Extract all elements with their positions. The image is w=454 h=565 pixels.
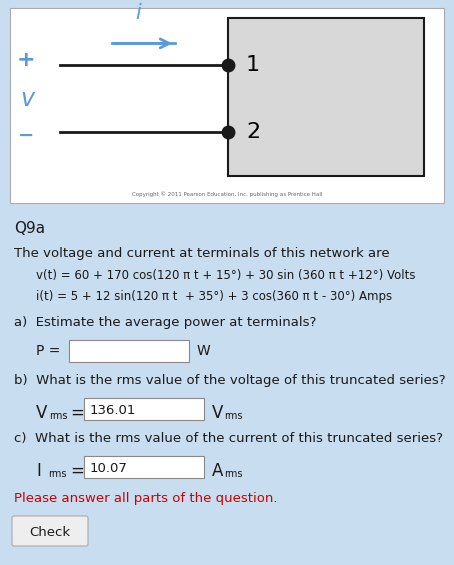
Text: Check: Check xyxy=(30,525,70,538)
Text: =: = xyxy=(70,462,84,480)
Text: i(t) = 5 + 12 sin(120 π t  + 35°) + 3 cos(360 π t - 30°) Amps: i(t) = 5 + 12 sin(120 π t + 35°) + 3 cos… xyxy=(36,290,392,303)
Text: 1: 1 xyxy=(246,55,260,75)
Text: V: V xyxy=(212,404,223,422)
Text: 2: 2 xyxy=(246,122,260,142)
FancyBboxPatch shape xyxy=(84,456,204,478)
FancyBboxPatch shape xyxy=(84,398,204,420)
Text: v(t) = 60 + 170 cos(120 π t + 15°) + 30 sin (360 π t +12°) Volts: v(t) = 60 + 170 cos(120 π t + 15°) + 30 … xyxy=(36,269,415,282)
Text: The voltage and current at terminals of this network are: The voltage and current at terminals of … xyxy=(14,247,390,260)
Text: b)  What is the rms value of the voltage of this truncated series?: b) What is the rms value of the voltage … xyxy=(14,374,446,387)
Text: a)  Estimate the average power at terminals?: a) Estimate the average power at termina… xyxy=(14,316,316,329)
Text: c)  What is the rms value of the current of this truncated series?: c) What is the rms value of the current … xyxy=(14,432,443,445)
Text: rms: rms xyxy=(49,411,68,421)
Text: Q9a: Q9a xyxy=(14,221,45,236)
Text: V: V xyxy=(36,404,47,422)
Text: =: = xyxy=(70,404,84,422)
Text: 136.01: 136.01 xyxy=(90,404,136,417)
Text: $i$: $i$ xyxy=(135,3,143,23)
Text: A: A xyxy=(212,462,223,480)
Text: P =: P = xyxy=(36,344,60,358)
Text: Copyright © 2011 Pearson Education, Inc. publishing as Prentice Hall: Copyright © 2011 Pearson Education, Inc.… xyxy=(132,192,322,197)
Text: +: + xyxy=(17,50,35,71)
FancyBboxPatch shape xyxy=(69,340,189,362)
Text: rms: rms xyxy=(224,469,242,479)
Text: W: W xyxy=(197,344,211,358)
Text: 10.07: 10.07 xyxy=(90,462,128,475)
FancyBboxPatch shape xyxy=(228,18,424,176)
Text: $v$: $v$ xyxy=(20,86,36,111)
Text: I: I xyxy=(36,462,41,480)
FancyBboxPatch shape xyxy=(10,8,444,203)
Text: rms: rms xyxy=(224,411,242,421)
Text: rms: rms xyxy=(48,469,66,479)
FancyBboxPatch shape xyxy=(12,516,88,546)
Text: −: − xyxy=(18,126,34,145)
Text: Please answer all parts of the question.: Please answer all parts of the question. xyxy=(14,492,277,505)
